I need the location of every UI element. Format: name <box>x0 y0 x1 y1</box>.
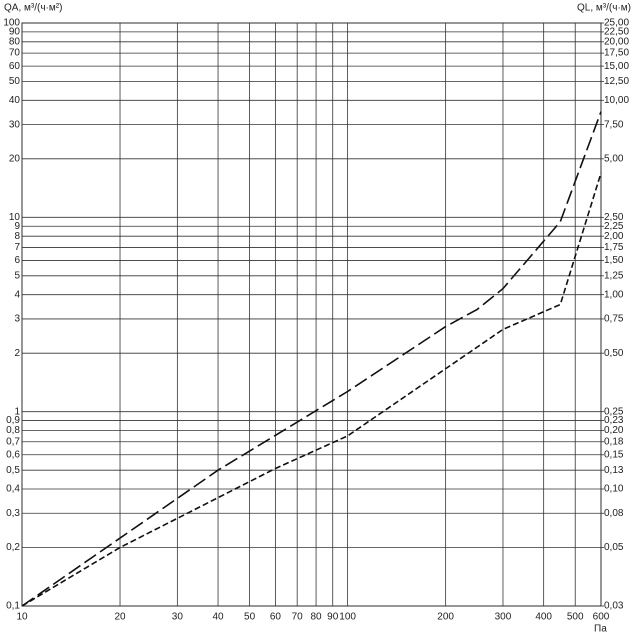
y2-tick-label: 0,25 <box>604 406 624 417</box>
y-tick-label: 20 <box>9 153 21 164</box>
x-tick-label: 300 <box>495 612 512 623</box>
y2-tick-label: 0,05 <box>604 542 624 553</box>
x-tick-label: 90 <box>327 612 339 623</box>
x-tick-label: 80 <box>311 612 323 623</box>
y-tick-label: 6 <box>14 255 20 266</box>
y-tick-label: 60 <box>9 61 21 72</box>
y2-tick-label: 0,03 <box>604 601 624 612</box>
y-tick-label: 0,5 <box>6 465 20 476</box>
y2-tick-label: 0,20 <box>604 425 624 436</box>
y2-tick-label: 7,50 <box>604 119 624 130</box>
y-tick-label: 0,3 <box>6 508 20 519</box>
x-tick-label: 100 <box>339 612 356 623</box>
y2-tick-label: 0,23 <box>604 415 624 426</box>
y-tick-label: 0,8 <box>6 425 20 436</box>
x-tick-label: 20 <box>114 612 126 623</box>
plot-frame <box>21 22 602 607</box>
y-tick-label: 1 <box>14 406 20 417</box>
y-tick-label: 8 <box>14 231 20 242</box>
y-tick-label: 10 <box>9 212 21 223</box>
y-tick-label: 0,4 <box>6 484 20 495</box>
y2-tick-label: 0,50 <box>604 348 624 359</box>
y-tick-label: 9 <box>14 221 20 232</box>
y2-tick-label: 1,75 <box>604 242 624 253</box>
x-axis-title: Па <box>594 624 607 635</box>
y-tick-label: 90 <box>9 27 21 38</box>
y2-tick-label: 2,00 <box>604 231 624 242</box>
y2-axis-title: QL, м³/(ч·м) <box>577 3 631 14</box>
y-tick-label: 100 <box>3 18 20 29</box>
y2-tick-label: 20,00 <box>604 36 629 47</box>
y-tick-label: 5 <box>14 270 20 281</box>
x-tick-label: 600 <box>593 612 610 623</box>
y-tick-label: 0,6 <box>6 449 20 460</box>
x-tick-label: 40 <box>212 612 224 623</box>
y2-tick-label: 25,00 <box>604 18 629 29</box>
y2-tick-label: 1,50 <box>604 255 624 266</box>
series-line <box>21 111 602 607</box>
y-tick-label: 0,1 <box>6 601 20 612</box>
y-axis-title: QA, м³/(ч·м²) <box>4 3 62 14</box>
series-line <box>21 172 602 607</box>
y2-tick-label: 5,00 <box>604 153 624 164</box>
y-tick-label: 70 <box>9 48 21 59</box>
x-tick-label: 60 <box>270 612 282 623</box>
x-tick-label: 30 <box>172 612 184 623</box>
x-tick-label: 70 <box>292 612 304 623</box>
y2-tick-label: 0,18 <box>604 436 624 447</box>
y-tick-label: 7 <box>14 242 20 253</box>
y-tick-label: 50 <box>9 76 21 87</box>
y2-tick-label: 0,08 <box>604 508 624 519</box>
x-tick-label: 10 <box>16 612 28 623</box>
y-tick-label: 4 <box>14 289 20 300</box>
y-tick-label: 0,9 <box>6 415 20 426</box>
y2-tick-label: 1,00 <box>604 289 624 300</box>
y2-tick-label: 10,00 <box>604 95 629 106</box>
y2-tick-label: 12,50 <box>604 76 629 87</box>
y2-tick-label: 15,00 <box>604 61 629 72</box>
x-tick-label: 200 <box>437 612 454 623</box>
y2-tick-label: 1,25 <box>604 270 624 281</box>
y-tick-label: 2 <box>14 348 20 359</box>
y-tick-label: 40 <box>9 95 21 106</box>
y2-tick-label: 2,50 <box>604 212 624 223</box>
y-tick-label: 0,2 <box>6 542 20 553</box>
y-tick-label: 3 <box>14 314 20 325</box>
y2-tick-label: 17,50 <box>604 48 629 59</box>
x-tick-label: 400 <box>535 612 552 623</box>
y-tick-label: 0,7 <box>6 436 20 447</box>
y-tick-label: 80 <box>9 36 21 47</box>
y2-tick-label: 2,25 <box>604 221 624 232</box>
y2-tick-label: 0,15 <box>604 449 624 460</box>
y2-tick-label: 0,75 <box>604 314 624 325</box>
x-tick-label: 500 <box>567 612 584 623</box>
y2-tick-label: 0,13 <box>604 465 624 476</box>
y-tick-label: 30 <box>9 119 21 130</box>
y2-tick-label: 0,10 <box>604 484 624 495</box>
x-tick-label: 50 <box>244 612 256 623</box>
y2-tick-label: 22,50 <box>604 27 629 38</box>
